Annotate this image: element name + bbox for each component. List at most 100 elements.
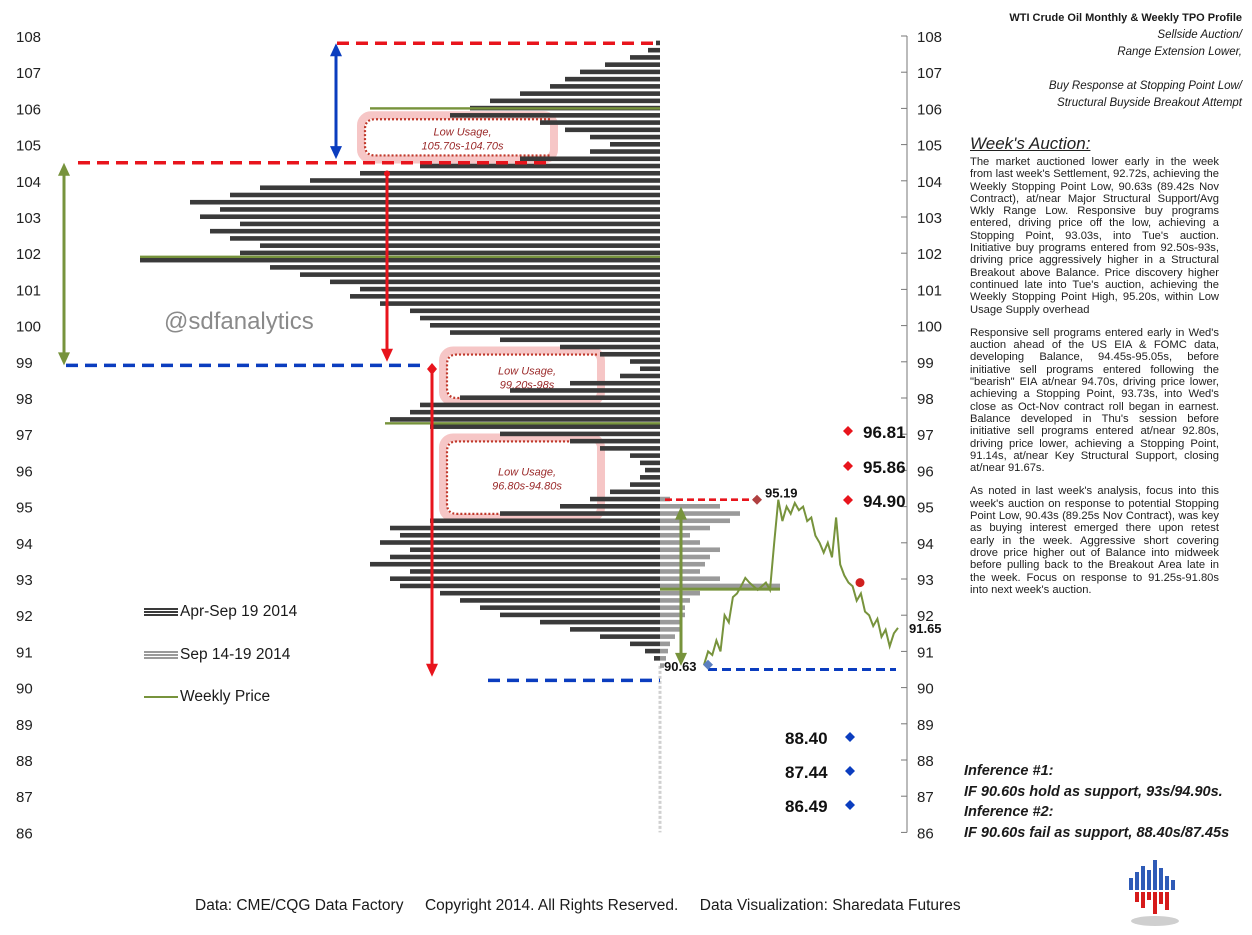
subtitle-line: Structural Buyside Breakout Attempt [1057,97,1242,109]
analysis-heading: Week's Auction: [970,134,1091,153]
profile-bar-monthly [420,163,660,169]
week-high-marker [752,494,762,505]
profile-bar-monthly [645,467,660,473]
upside-target-label: 96.81 [863,423,906,442]
left-axis-tick: 94 [16,536,33,553]
downside-target-marker [845,766,855,776]
left-axis-tick: 96 [16,463,33,480]
inference-label: Inference #1: [964,763,1054,779]
profile-bar-weekly [660,663,664,668]
profile-bar-monthly [540,619,660,625]
range-arrow-green-head [58,162,70,176]
profile-bar-weekly [660,648,668,654]
profile-bar-monthly [570,438,660,444]
profile-bar-weekly [660,504,720,509]
profile-bar-monthly [656,40,660,46]
profile-bar-monthly [420,315,660,321]
profile-bar-weekly [660,547,720,553]
right-axis-tick: 88 [917,753,934,770]
profile-bar-monthly [390,525,660,531]
profile-bar-monthly [640,475,660,480]
profile-bar-weekly [660,641,670,647]
title-block: WTI Crude Oil Monthly & Weekly TPO Profi… [952,10,1242,112]
chart-title: WTI Crude Oil Monthly & Weekly TPO Profi… [1009,12,1242,24]
range-arrow-green-head [58,352,70,366]
profile-bar-monthly [240,250,660,256]
profile-bar-weekly [660,532,690,538]
profile-bar-monthly [570,627,660,632]
profile-bar-monthly [220,207,660,212]
upside-target-label: 94.90 [863,492,906,511]
right-axis-tick: 95 [917,500,934,517]
sharedata-logo [1129,860,1179,926]
watermark: @sdfanalytics [164,308,314,335]
analysis-paragraph: As noted in last week's analysis, focus … [970,485,1219,596]
profile-bar-monthly [410,547,660,553]
profile-bar-monthly [520,91,660,96]
profile-bar-weekly [660,598,690,603]
profile-bar-monthly [630,641,660,647]
last-price-label: 91.65 [909,621,942,636]
low-usage-label: Low Usage, [498,365,556,377]
right-axis-tick: 107 [917,65,942,82]
profile-bar-monthly [200,214,660,219]
profile-bar-weekly [660,511,740,516]
subtitle-line: Sellside Auction/ [1157,29,1242,41]
profile-bar-monthly [410,569,660,574]
profile-bar-monthly [450,330,660,335]
profile-bar-monthly [610,489,660,495]
legend-swatch-dark [144,607,178,617]
low-usage-range: 105.70s-104.70s [422,140,504,152]
profile-bar-monthly [270,265,660,270]
upside-target-marker [843,495,853,505]
profile-bar-monthly [590,496,660,502]
downside-target-label: 87.44 [785,763,828,782]
right-axis-tick: 108 [917,29,942,46]
week-low-marker [703,659,713,670]
profile-bar-monthly [570,380,660,386]
inference-text: IF 90.60s hold as support, 93s/94.90s. [964,783,1223,800]
left-axis-tick: 101 [16,282,41,299]
profile-bar-monthly [410,308,660,314]
right-axis-tick: 89 [917,717,934,734]
left-axis-tick: 95 [16,500,33,517]
inference-label: Inference #2: [964,804,1054,820]
profile-bar-monthly [230,236,660,241]
profile-bar-monthly [460,598,660,603]
inference-text: IF 90.60s fail as support, 88.40s/87.45s [964,824,1230,841]
profile-bar-monthly [380,540,660,545]
profile-bar-monthly [450,113,660,118]
legend-label: Sep 14-19 2014 [180,646,291,663]
profile-bar-weekly [660,518,730,524]
profile-bar-monthly [590,134,660,140]
right-axis-tick: 94 [917,536,934,553]
subtitle-line: Range Extension Lower, [1117,46,1242,58]
left-axis-tick: 92 [16,608,33,625]
legend-label: Weekly Price [180,688,271,705]
left-axis-tick: 99 [16,355,33,372]
profile-bar-monthly [360,170,660,176]
profile-bar-monthly [390,576,660,581]
low-usage-label: Low Usage, [433,126,491,138]
legend-swatch-light [144,650,178,660]
analysis-paragraph: Responsive sell programs entered early i… [970,326,1219,475]
profile-bar-monthly [390,417,660,422]
legend-item: Weekly Price [144,688,270,706]
poc-line [385,422,660,425]
profile-bar-monthly [560,504,660,509]
weekly-poc-line [660,587,780,591]
low-usage-zone-glow [439,346,605,406]
legend-item: Apr-Sep 19 2014 [144,603,297,621]
profile-bar-monthly [380,301,660,306]
left-axis-tick: 103 [16,210,41,227]
profile-bar-monthly [580,69,660,75]
left-axis-tick: 87 [16,789,33,806]
profile-bar-monthly [400,532,660,538]
right-axis-tick: 103 [917,210,942,227]
right-axis-tick: 97 [917,427,934,444]
profile-bar-weekly [660,656,666,661]
week-high-label: 95.19 [765,486,798,501]
right-axis-tick: 91 [917,644,934,661]
low-usage-zone-glow [439,433,605,522]
profile-bar-monthly [310,178,660,183]
